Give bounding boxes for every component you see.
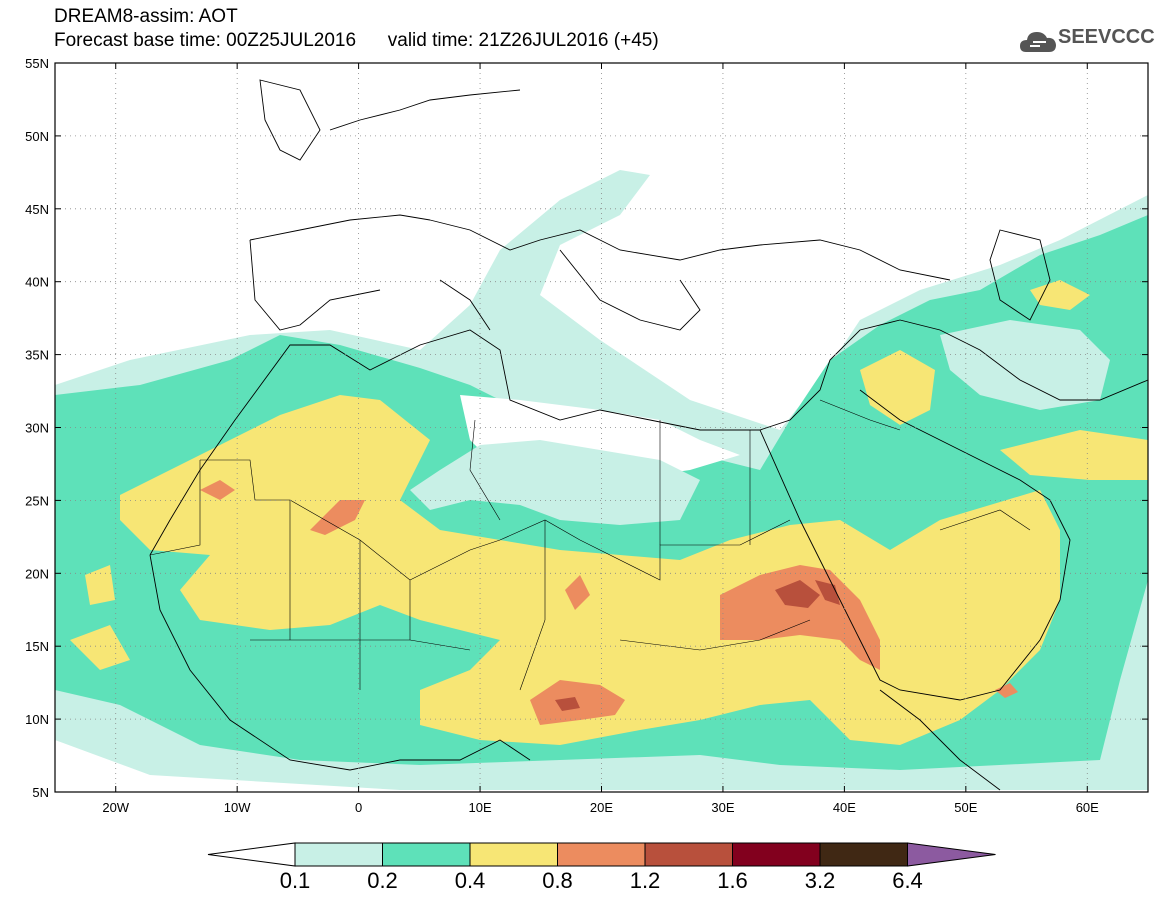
lon-tick-label: 20E xyxy=(590,800,613,815)
lat-tick-label: 10N xyxy=(25,712,49,727)
lon-tick-label: 40E xyxy=(833,800,856,815)
aot-level-0-8-patch-mauritania xyxy=(200,480,235,500)
lat-tick-label: 40N xyxy=(25,275,49,290)
colorbar-label: 0.4 xyxy=(454,868,486,893)
map-title: DREAM8-assim: AOT xyxy=(54,6,238,27)
aot-level-0-8-patch-niger xyxy=(565,575,590,610)
lat-tick-label: 50N xyxy=(25,129,49,144)
aot-level-0-8-patch-somalia xyxy=(995,683,1018,698)
lon-tick-label: 30E xyxy=(711,800,734,815)
colorbar xyxy=(207,842,996,867)
lat-tick-label: 55N xyxy=(25,56,49,71)
colorbar-swatch xyxy=(294,842,383,867)
colorbar-label: 0.2 xyxy=(367,868,398,893)
aot-level-0-4-patch-atlantic xyxy=(85,565,115,605)
colorbar-label: 1.2 xyxy=(629,868,661,893)
time-info: Forecast base time: 00Z25JUL2016 valid t… xyxy=(54,30,659,52)
aot-level-0-1-patch xyxy=(410,440,700,525)
lat-tick-label: 30N xyxy=(25,421,49,436)
base-time: Forecast base time: 00Z25JUL2016 xyxy=(54,30,357,51)
country-borders xyxy=(149,399,1031,691)
colorbar-swatch xyxy=(557,842,646,867)
graticule xyxy=(55,63,1148,792)
lon-tick-label: 20W xyxy=(102,800,129,815)
colorbar-swatch xyxy=(819,842,908,867)
axis-ticks: 5N 10N 15N 20N 25N 30N 35N 40N 45N 50N 55N 20W 10W 0 1… xyxy=(25,56,1148,815)
colorbar-swatch xyxy=(644,842,733,867)
aot-field xyxy=(55,170,1148,790)
lat-tick-label: 20N xyxy=(25,566,49,581)
coastlines xyxy=(149,79,1148,791)
aot-level-1-2-patch-chad xyxy=(555,697,580,711)
colorbar-low-extension xyxy=(207,842,296,867)
lon-tick-label: 0 xyxy=(355,800,362,815)
colorbar-label: 6.4 xyxy=(892,868,923,893)
colorbar-swatch xyxy=(469,842,558,867)
colorbar-label: 0.8 xyxy=(542,868,573,893)
logo-text: SEEVCCC xyxy=(1058,26,1155,48)
colorbar-swatch xyxy=(382,842,471,867)
aot-level-0-1-patch-2 xyxy=(940,320,1110,410)
aot-level-0-8-patch-mali xyxy=(310,500,365,535)
lon-tick-label: 10E xyxy=(468,800,491,815)
lon-tick-label: 60E xyxy=(1076,800,1099,815)
colorbar-label: 1.6 xyxy=(717,868,748,893)
lat-tick-label: 35N xyxy=(25,348,49,363)
colorbar-swatch xyxy=(732,842,821,867)
colorbar-label: 0.1 xyxy=(279,868,311,893)
aot-level-0-4-patch-caspian xyxy=(1030,280,1090,310)
aot-level-0-4-patch-iraq xyxy=(860,350,935,425)
lon-tick-label: 50E xyxy=(954,800,977,815)
lat-tick-label: 15N xyxy=(25,639,49,654)
valid-time: valid time: 21Z26JUL2016 (+45) xyxy=(387,30,659,51)
colorbar-label: 3.2 xyxy=(804,868,836,893)
colorbar-high-extension xyxy=(907,842,996,867)
lon-tick-label: 10W xyxy=(224,800,251,815)
aot-level-0-8 xyxy=(720,565,880,670)
aot-level-0-4-patch-gulf xyxy=(1000,430,1148,480)
aot-level-0-4-patch-west xyxy=(70,625,130,670)
lat-tick-label: 45N xyxy=(25,202,49,217)
aot-level-1-2 xyxy=(775,580,820,608)
lat-tick-label: 5N xyxy=(32,785,49,800)
aot-level-1-2-patch xyxy=(815,580,840,605)
cloud-icon xyxy=(1020,32,1056,52)
aot-level-0-4 xyxy=(120,395,1060,745)
lat-tick-label: 25N xyxy=(25,493,49,508)
